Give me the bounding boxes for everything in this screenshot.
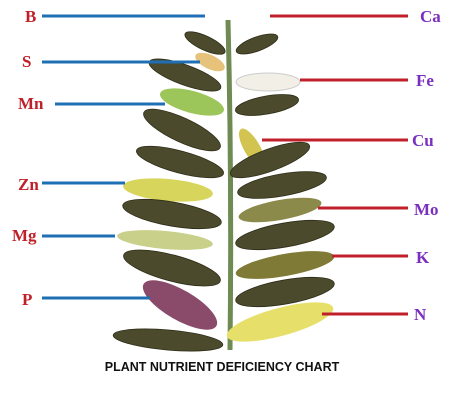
plant [112,19,335,352]
label: P [22,290,32,309]
label: Ca [420,7,441,26]
label: K [416,248,430,267]
label: Cu [412,131,434,150]
label: Mg [12,226,37,245]
label: S [22,52,31,71]
label: Fe [416,71,434,90]
label: Mn [18,94,44,113]
label: Zn [18,175,39,194]
label: N [414,305,427,324]
title: PLANT NUTRIENT DEFICIENCY CHART [105,360,340,374]
label: B [25,7,36,26]
label: Mo [414,200,439,219]
